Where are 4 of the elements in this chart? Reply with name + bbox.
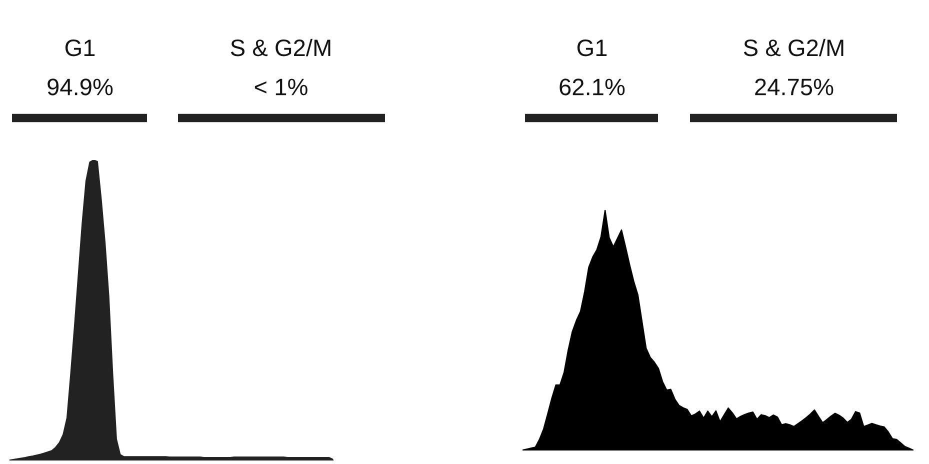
text: G1 62.1% xyxy=(560,39,625,96)
text: S & G2/M 24.75% xyxy=(744,38,844,96)
text: S & G2/M < 1% xyxy=(230,38,330,96)
text: G1 94.9% xyxy=(48,39,113,96)
